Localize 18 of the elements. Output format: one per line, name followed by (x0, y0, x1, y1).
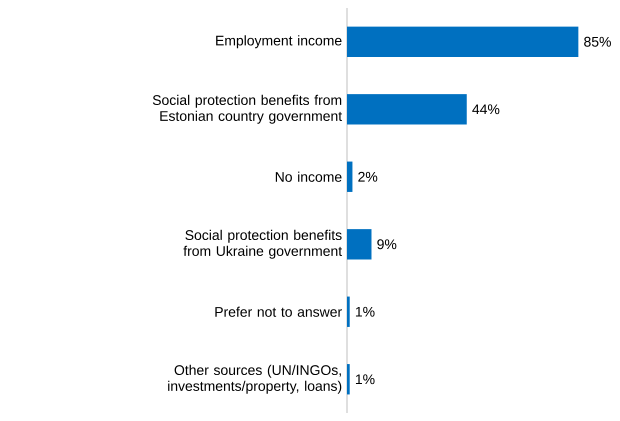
bar (346, 229, 372, 260)
data-label: 85% (584, 36, 611, 47)
bar (346, 364, 350, 394)
y-tick-label: Social protection benefits from Estonian country government (152, 94, 342, 124)
data-label: 2% (358, 172, 378, 182)
data-label: 9% (377, 239, 396, 250)
bar (346, 162, 352, 192)
y-tick-label: No income (276, 172, 342, 182)
y-tick-label: Social protection benefits from Ukraine government (183, 230, 342, 259)
data-label: 44% (472, 104, 500, 114)
data-label: 1% (356, 306, 375, 317)
bar (346, 94, 467, 124)
y-tick-label: Other sources (UN/INGOs, investments/property, loans) (168, 364, 342, 394)
bar (346, 296, 350, 327)
data-label: 1% (356, 374, 375, 384)
bar (346, 26, 578, 57)
y-tick-label: Employment income (216, 35, 342, 48)
y-tick-label: Prefer not to answer (215, 306, 342, 317)
